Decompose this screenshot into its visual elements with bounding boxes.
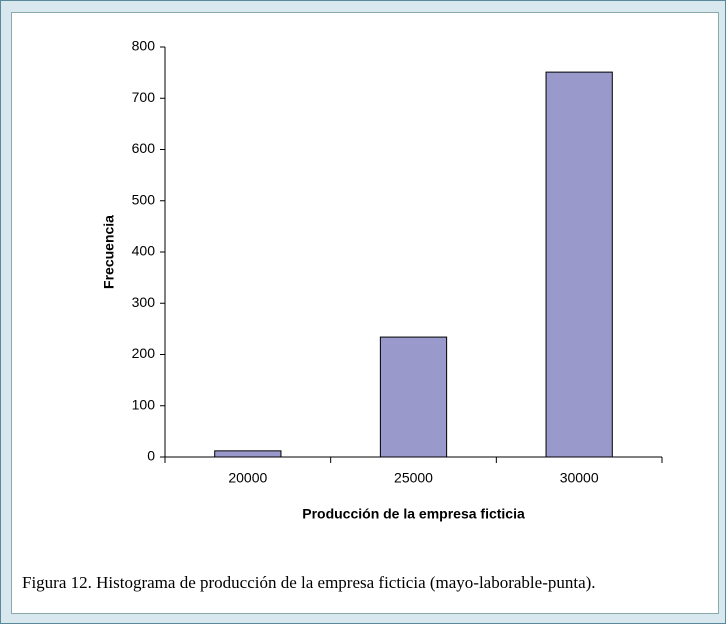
x-tick-label: 30000 (560, 470, 599, 486)
bar (545, 71, 613, 458)
y-tick-label: 700 (132, 89, 156, 105)
bar (214, 450, 282, 458)
y-tick-label: 100 (132, 396, 156, 412)
y-tick-label: 0 (147, 448, 155, 464)
y-tick-label: 300 (132, 294, 156, 310)
y-tick-label: 500 (132, 191, 156, 207)
x-tick-label: 20000 (228, 470, 267, 486)
y-tick-label: 800 (132, 38, 156, 54)
bar (379, 336, 448, 458)
x-tick-label: 25000 (394, 470, 433, 486)
y-tick-label: 600 (132, 140, 156, 156)
figure-caption: Figura 12. Histograma de producción de l… (22, 573, 596, 592)
x-axis-label: Producción de la empresa ficticia (302, 506, 525, 522)
y-axis-label: Frecuencia (101, 215, 117, 289)
y-tick-label: 200 (132, 345, 156, 361)
y-tick-label: 400 (132, 243, 156, 259)
